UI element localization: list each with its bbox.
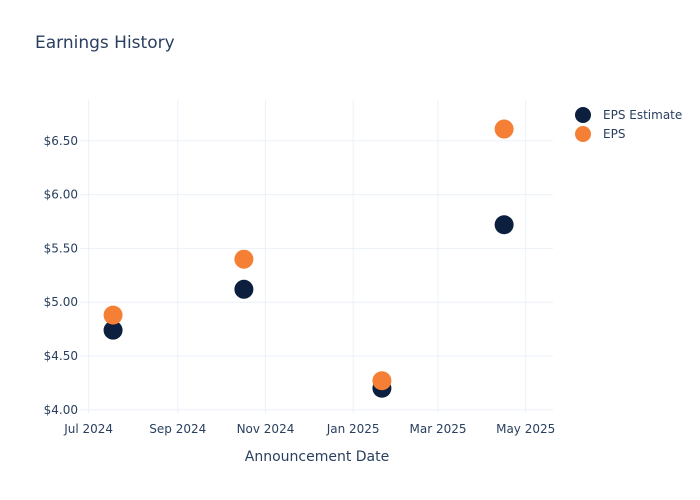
x-tick-label: Jan 2025	[326, 422, 380, 436]
eps-point[interactable]	[494, 119, 514, 139]
legend-label: EPS Estimate	[603, 108, 682, 122]
x-tick-label: Sep 2024	[149, 422, 206, 436]
legend-marker	[575, 107, 591, 123]
y-tick-label: $6.00	[44, 188, 78, 202]
data-points	[103, 119, 514, 398]
y-tick-label: $6.50	[44, 134, 78, 148]
x-tick-label: Nov 2024	[237, 422, 295, 436]
y-tick-label: $5.50	[44, 241, 78, 255]
legend-item-eps[interactable]: EPS	[575, 126, 625, 142]
y-tick-label: $4.50	[44, 349, 78, 363]
eps-point[interactable]	[234, 249, 254, 269]
grid	[80, 100, 553, 413]
legend[interactable]: EPS Estimate EPS	[575, 107, 682, 142]
x-tick-label: Mar 2025	[409, 422, 466, 436]
legend-marker	[575, 126, 591, 142]
x-axis-title: Announcement Date	[245, 449, 389, 465]
chart-title: Earnings History	[35, 33, 175, 53]
eps-point[interactable]	[103, 305, 123, 325]
x-axis-ticks: Jul 2024 Sep 2024 Nov 2024 Jan 2025 Mar 2025…	[63, 422, 555, 436]
eps-point[interactable]	[372, 371, 392, 391]
eps-estimate-point[interactable]	[234, 279, 254, 299]
x-tick-label: May 2025	[496, 422, 555, 436]
y-tick-label: $4.00	[44, 403, 78, 417]
y-tick-label: $5.00	[44, 295, 78, 309]
y-axis-ticks: $4.00 $4.50 $5.00 $5.50 $6.00 $6.50	[44, 134, 78, 417]
legend-item-eps-estimate[interactable]: EPS Estimate	[575, 107, 682, 123]
eps-estimate-point[interactable]	[494, 215, 514, 235]
legend-label: EPS	[603, 127, 625, 141]
x-tick-label: Jul 2024	[63, 422, 113, 436]
eps-estimate-point[interactable]	[103, 320, 123, 340]
